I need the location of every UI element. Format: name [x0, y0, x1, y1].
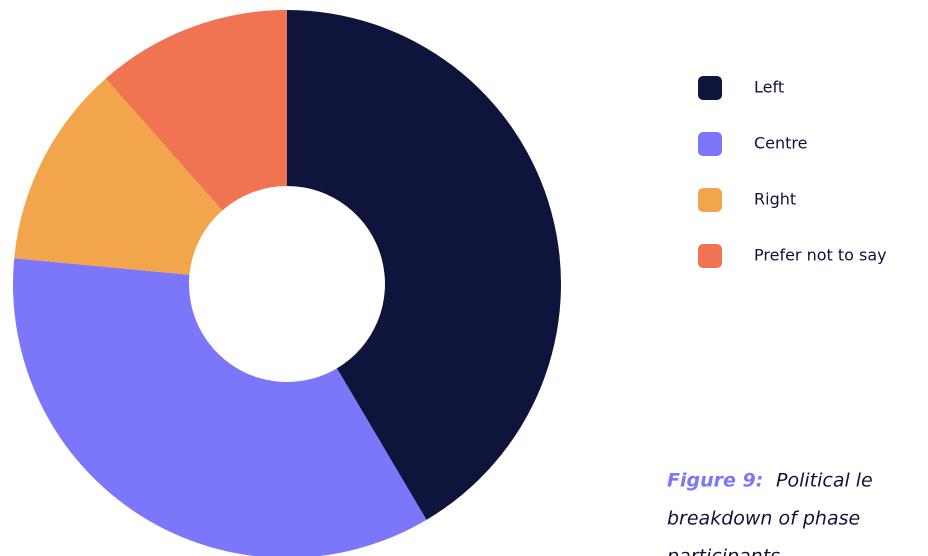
- legend-swatch: [698, 244, 722, 268]
- slice: [13, 258, 427, 556]
- caption-line: Political le: [776, 470, 873, 492]
- slice: [287, 10, 561, 520]
- slice: [14, 78, 223, 275]
- legend-swatch: [698, 188, 722, 212]
- caption: Political le breakdown of phase participan…: [666, 470, 873, 556]
- legend: Left Centre Right Prefer not to say: [698, 76, 887, 268]
- legend-label: Left: [754, 78, 784, 97]
- caption-line: breakdown of phase: [667, 508, 860, 530]
- legend-label: Prefer not to say: [754, 246, 887, 265]
- caption-label: Figure 9:: [667, 470, 763, 492]
- caption-line: participants: [666, 546, 780, 556]
- slices: [13, 10, 561, 556]
- legend-swatch: [698, 132, 722, 156]
- legend-label: Centre: [754, 134, 808, 153]
- legend-label: Right: [754, 190, 796, 209]
- legend-swatch: [698, 76, 722, 100]
- slice: [105, 10, 287, 211]
